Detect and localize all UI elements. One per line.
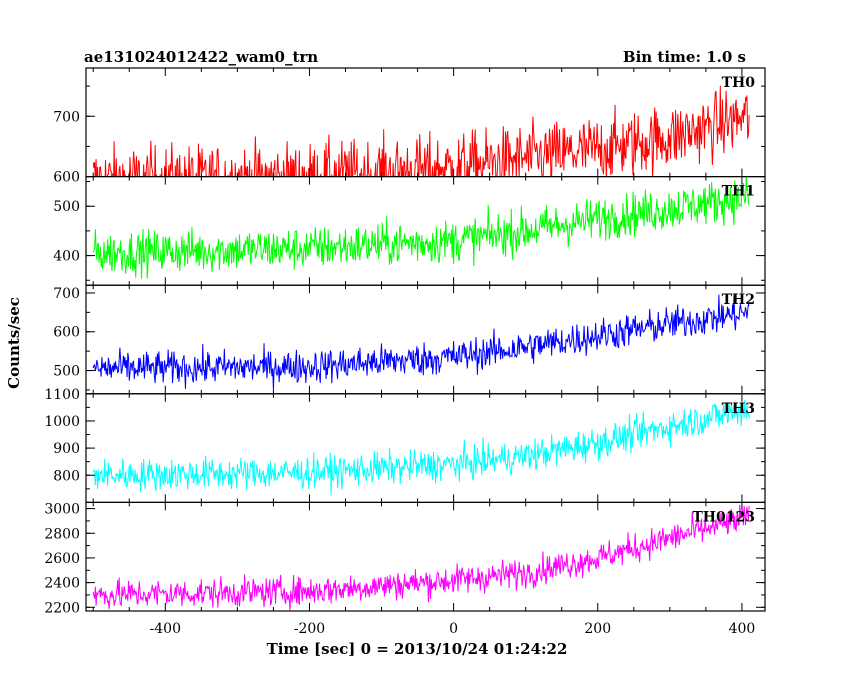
panel-th1: 400 500 TH1 [53, 176, 766, 286]
panel-label-th2: TH2 [722, 292, 755, 308]
panel-frame [85, 176, 766, 286]
y-tick-label: 600 [53, 325, 80, 341]
y-tick-label: 2200 [44, 600, 80, 616]
y-tick-label: 700 [53, 286, 80, 302]
panel-frame [85, 284, 766, 395]
panel-label-th3: TH3 [722, 401, 755, 417]
x-tick-label: 0 [449, 621, 458, 637]
bin-time-label: Bin time: 1.0 s [623, 48, 746, 66]
x-tick-label: -200 [294, 621, 325, 637]
y-tick-label: 2400 [44, 576, 80, 592]
series-line-th0123 [92, 504, 750, 611]
panel-th0123: 2200 2400 2600 2800 3000 TH0123 [44, 501, 766, 616]
series-line-th0 [92, 85, 750, 177]
y-tick-label: 800 [53, 468, 80, 484]
figure-title: ae131024012422_wam0_trn [84, 48, 318, 66]
y-tick-label: 500 [53, 364, 80, 380]
series-line-th1 [92, 176, 750, 279]
y-tick-label: 2800 [44, 526, 80, 542]
y-tick-label: 400 [53, 249, 80, 265]
panel-label-th1: TH1 [722, 184, 755, 200]
series-line-th2 [92, 294, 750, 390]
y-tick-label: 500 [53, 199, 80, 215]
y-tick-label: 600 [53, 170, 80, 186]
x-axis: -400 -200 0 200 400 [150, 621, 756, 637]
y-tick-label: 3000 [44, 502, 80, 518]
panel-frame [85, 501, 766, 612]
series-line-th3 [92, 399, 750, 496]
panel-label-th0123: TH0123 [692, 509, 755, 525]
x-axis-label: Time [sec] 0 = 2013/10/24 01:24:22 [267, 640, 568, 658]
y-tick-label: 1000 [44, 414, 80, 430]
panel-th2: 500 600 700 TH2 [53, 284, 766, 395]
y-tick-label: 700 [53, 109, 80, 125]
y-tick-label: 1100 [44, 387, 80, 403]
y-axis-label: Counts/sec [5, 297, 23, 389]
panel-th0: 600 700 TH0 [53, 67, 766, 186]
x-tick-label: 200 [584, 621, 611, 637]
panel-th3: 800 900 1000 1100 TH3 [44, 387, 766, 503]
panels-group: 600 700 TH0 400 500 TH1 500 600 700 TH2 800 900 1000… [44, 67, 766, 616]
x-tick-label: -400 [150, 621, 181, 637]
y-tick-label: 2600 [44, 551, 80, 567]
x-tick-label: 400 [729, 621, 756, 637]
y-tick-label: 900 [53, 441, 80, 457]
panel-label-th0: TH0 [722, 75, 756, 91]
